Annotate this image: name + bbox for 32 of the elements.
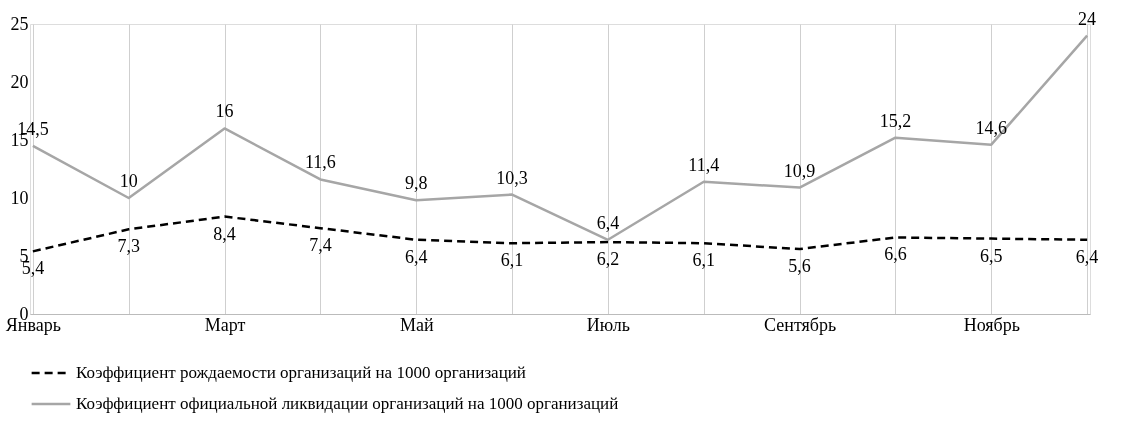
data-label: 6,1 bbox=[500, 250, 524, 271]
data-label: 14,6 bbox=[975, 117, 1008, 138]
x-tick-label: Сентябрь bbox=[764, 314, 837, 335]
y-tick-label: 20 bbox=[10, 71, 29, 92]
x-tick-label: Июль bbox=[586, 314, 631, 335]
data-label: 16 bbox=[215, 101, 234, 122]
data-label: 9,8 bbox=[404, 173, 428, 194]
data-label: 24 bbox=[1078, 8, 1097, 29]
data-label: 6,5 bbox=[980, 245, 1003, 266]
legend-label: Коэффициент официальной ликвидации организаций на 1000 организаций bbox=[76, 394, 619, 413]
x-tick-label: Май bbox=[399, 314, 434, 335]
legend-label: Коэффициент рождаемости организаций на 1000 организаций bbox=[76, 363, 526, 382]
data-label: 7,3 bbox=[117, 236, 140, 257]
data-label: 15,2 bbox=[879, 110, 912, 131]
data-label: 6,2 bbox=[596, 249, 620, 270]
data-label: 10,3 bbox=[496, 167, 528, 188]
x-tick-label: Март bbox=[204, 314, 246, 335]
y-tick-label: 10 bbox=[10, 187, 29, 208]
data-label: 11,6 bbox=[304, 152, 336, 173]
data-label: 5,6 bbox=[788, 256, 811, 277]
data-label: 10 bbox=[119, 171, 138, 191]
x-tick-label: Ноябрь bbox=[963, 314, 1020, 335]
data-label: 6,6 bbox=[884, 244, 907, 265]
data-label: 6,4 bbox=[404, 246, 428, 267]
data-label: 11,4 bbox=[688, 154, 720, 175]
y-tick-label: 25 bbox=[10, 13, 29, 34]
data-label: 6,1 bbox=[692, 250, 716, 271]
data-label: 7,4 bbox=[309, 235, 332, 256]
data-label: 6,4 bbox=[596, 212, 620, 233]
data-label: 8,4 bbox=[213, 223, 236, 244]
data-label: 6,4 bbox=[1075, 246, 1099, 267]
data-label: 10,9 bbox=[783, 160, 816, 181]
